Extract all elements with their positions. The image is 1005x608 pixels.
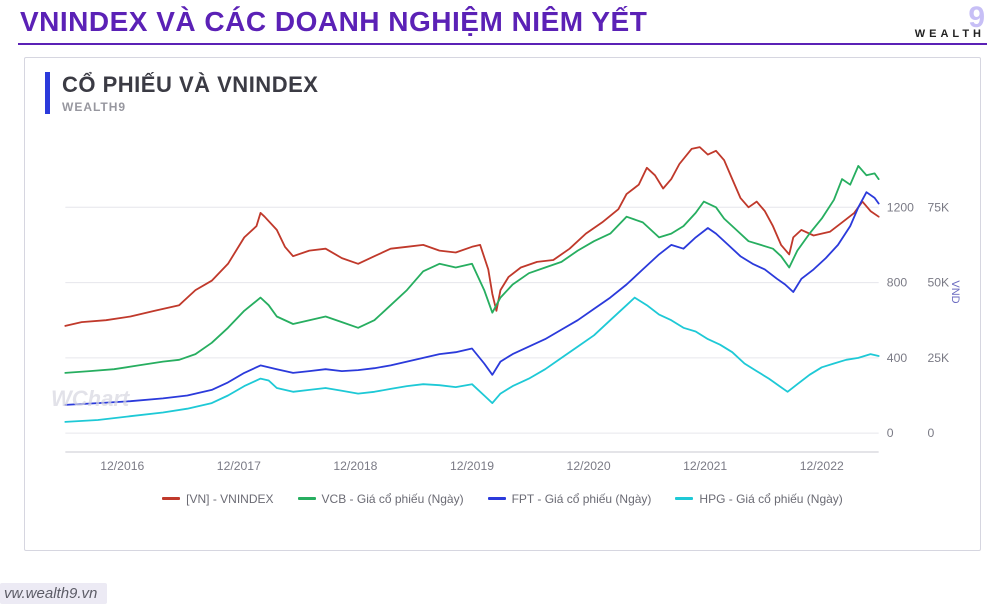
legend-item: [VN] - VNINDEX (162, 492, 273, 506)
svg-text:12/2017: 12/2017 (217, 459, 261, 473)
legend-item: VCB - Giá cổ phiếu (Ngày) (298, 492, 464, 506)
legend: [VN] - VNINDEX VCB - Giá cổ phiếu (Ngày) F… (45, 492, 960, 506)
title-underline (18, 43, 987, 45)
svg-text:0: 0 (927, 426, 934, 440)
header: VNINDEX VÀ CÁC DOANH NGHIỆM NIÊM YẾT 9 W… (0, 0, 1005, 39)
logo-icon: 9 (915, 6, 985, 30)
page: VNINDEX VÀ CÁC DOANH NGHIỆM NIÊM YẾT 9 W… (0, 0, 1005, 608)
chart-header: CỔ PHIẾU VÀ VNINDEX WEALTH9 (45, 72, 960, 114)
svg-text:12/2018: 12/2018 (333, 459, 377, 473)
svg-text:75K: 75K (927, 200, 949, 214)
svg-text:12/2022: 12/2022 (800, 459, 844, 473)
svg-text:0: 0 (887, 426, 894, 440)
chart-frame: CỔ PHIẾU VÀ VNINDEX WEALTH9 WChart 00400… (24, 57, 981, 551)
legend-swatch (675, 497, 693, 500)
brand-logo: 9 WEALTH (915, 6, 985, 39)
legend-swatch (162, 497, 180, 500)
footer-url: vw.wealth9.vn (0, 583, 107, 604)
chart-title: CỔ PHIẾU VÀ VNINDEX (62, 72, 960, 98)
plot-area: WChart 0040025K80050K120075KVND12/201612… (45, 122, 960, 482)
legend-swatch (488, 497, 506, 500)
svg-text:400: 400 (887, 351, 908, 365)
legend-item: FPT - Giá cổ phiếu (Ngày) (488, 492, 652, 506)
chart-subtitle: WEALTH9 (62, 100, 960, 114)
logo-text: WEALTH (915, 30, 985, 39)
svg-text:12/2016: 12/2016 (100, 459, 144, 473)
svg-text:VND: VND (949, 280, 960, 303)
legend-label: VCB - Giá cổ phiếu (Ngày) (322, 492, 464, 506)
legend-item: HPG - Giá cổ phiếu (Ngày) (675, 492, 842, 506)
page-title: VNINDEX VÀ CÁC DOANH NGHIỆM NIÊM YẾT (20, 6, 647, 38)
svg-text:25K: 25K (927, 351, 949, 365)
svg-text:1200: 1200 (887, 200, 914, 214)
svg-text:800: 800 (887, 275, 908, 289)
svg-text:12/2021: 12/2021 (683, 459, 727, 473)
svg-text:12/2019: 12/2019 (450, 459, 494, 473)
legend-label: HPG - Giá cổ phiếu (Ngày) (699, 492, 842, 506)
svg-text:50K: 50K (927, 275, 949, 289)
chart-svg: 0 0 400 25K 800 50K 1200 75K VND 12/2016 12/2017 12… (45, 122, 960, 482)
legend-label: [VN] - VNINDEX (186, 492, 273, 506)
legend-label: FPT - Giá cổ phiếu (Ngày) (512, 492, 652, 506)
legend-swatch (298, 497, 316, 500)
svg-text:12/2020: 12/2020 (567, 459, 611, 473)
